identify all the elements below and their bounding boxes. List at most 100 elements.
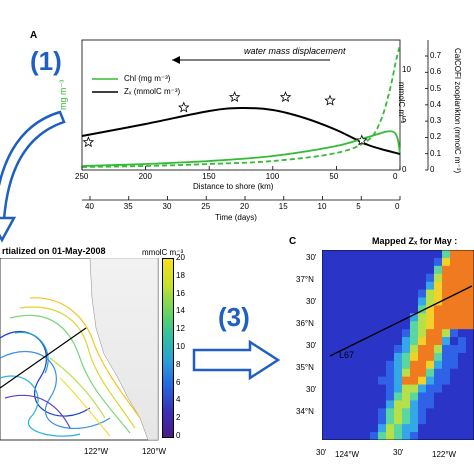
map-cell	[370, 376, 379, 385]
map-cell	[426, 360, 435, 370]
map-cell	[322, 424, 331, 433]
map-cell	[370, 337, 379, 346]
map-cell	[338, 345, 347, 354]
map-cell	[426, 273, 435, 282]
map-cell	[370, 289, 379, 298]
map-cell	[434, 432, 443, 440]
map-cell	[402, 368, 411, 377]
map-cell	[394, 392, 403, 401]
map-cell	[450, 384, 459, 393]
map-cell	[418, 297, 427, 306]
map-cell	[458, 329, 467, 338]
map-cell	[378, 392, 387, 401]
map-cell	[410, 345, 419, 354]
map-cell	[322, 250, 331, 259]
line-l67	[329, 285, 473, 357]
map-cell	[378, 281, 387, 290]
map-cell	[386, 416, 395, 425]
map-cell	[410, 257, 419, 267]
map-cell	[370, 400, 379, 409]
map-cell	[378, 273, 387, 282]
map-cell	[402, 400, 411, 409]
map-cell	[450, 416, 459, 425]
map-cell	[378, 250, 387, 259]
x-label-distance: Distance to shore (km)	[193, 182, 274, 191]
map-cell	[394, 416, 403, 425]
map-cell	[386, 273, 395, 282]
map-cell	[418, 345, 427, 354]
map-cell	[450, 432, 459, 440]
map-cell	[362, 352, 371, 362]
colorbar-unit: mmolC m⁻³	[142, 248, 184, 257]
panel-b-lon-tick-1: 120°W	[142, 447, 167, 456]
map-cell	[410, 305, 419, 314]
map-cell	[322, 297, 331, 306]
map-cell	[370, 408, 379, 417]
map-cell	[386, 297, 395, 306]
panel-b-lon-tick-0: 122°W	[84, 447, 109, 456]
map-cell	[466, 305, 474, 314]
map-cell	[386, 368, 395, 377]
line-l67-label: L67	[339, 350, 355, 360]
map-cell	[346, 265, 355, 275]
mid-axis-tick-label: 5	[402, 115, 407, 124]
map-cell	[362, 368, 371, 377]
map-cell	[450, 289, 459, 298]
map-cell	[410, 376, 419, 385]
map-cell	[338, 376, 347, 385]
map-cell	[418, 305, 427, 314]
map-cell	[434, 297, 443, 306]
map-cell	[346, 329, 355, 338]
map-cell	[346, 424, 355, 433]
map-cell	[354, 273, 363, 282]
map-cell	[378, 345, 387, 354]
map-cell	[442, 313, 451, 322]
map-cell	[394, 360, 403, 370]
map-cell	[338, 321, 347, 330]
map-cell	[370, 265, 379, 275]
map-cell	[458, 345, 467, 354]
map-cell	[354, 305, 363, 314]
map-cell	[418, 384, 427, 393]
map-cell	[322, 337, 331, 346]
map-cell	[330, 400, 339, 409]
map-cell	[442, 400, 451, 409]
map-cell	[418, 416, 427, 425]
map-cell	[394, 289, 403, 298]
map-cell	[394, 432, 403, 440]
map-cell	[450, 376, 459, 385]
map-cell	[354, 281, 363, 290]
map-cell	[418, 376, 427, 385]
map-cell	[354, 321, 363, 330]
map-cell	[458, 273, 467, 282]
map-cell	[330, 289, 339, 298]
map-cell	[458, 321, 467, 330]
map-cell	[330, 416, 339, 425]
map-cell	[442, 289, 451, 298]
map-cell	[346, 384, 355, 393]
map-cell	[346, 400, 355, 409]
map-cell	[402, 265, 411, 275]
map-cell	[354, 392, 363, 401]
map-cell	[450, 321, 459, 330]
map-cell	[386, 360, 395, 370]
right-axis-tick-label: 0.2	[430, 132, 442, 142]
right-axis-tick-label: 0.4	[430, 99, 442, 109]
map-cell	[394, 250, 403, 259]
map-cell	[354, 360, 363, 370]
map-cell	[394, 273, 403, 282]
map-cell	[378, 329, 387, 338]
mid-axis-tick-label: 10	[402, 65, 411, 74]
map-cell	[466, 273, 474, 282]
map-cell	[330, 337, 339, 346]
map-cell	[370, 313, 379, 322]
calcofi-star-point	[228, 91, 241, 103]
map-cell	[410, 408, 419, 417]
map-cell	[442, 305, 451, 314]
map-cell	[418, 408, 427, 417]
map-cell	[330, 281, 339, 290]
map-cell	[418, 432, 427, 440]
map-cell	[466, 360, 474, 370]
map-cell	[442, 392, 451, 401]
map-cell	[386, 337, 395, 346]
